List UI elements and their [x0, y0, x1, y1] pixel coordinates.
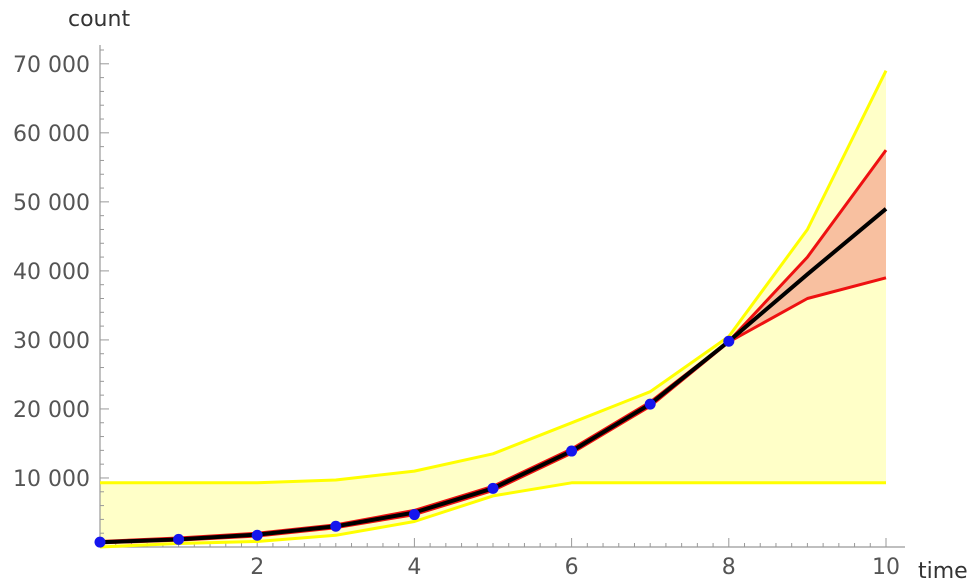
- data-point: [173, 533, 185, 545]
- axes: [99, 45, 905, 548]
- data-point: [330, 520, 342, 532]
- y-tick-label: 50 000: [13, 191, 90, 216]
- y-axis-label: count: [68, 7, 130, 32]
- band-fills: [100, 70, 886, 547]
- y-tick-label: 20 000: [13, 398, 90, 423]
- data-point: [251, 529, 263, 541]
- y-tick-label: 70 000: [13, 53, 90, 78]
- x-tick-label: 6: [565, 555, 579, 580]
- y-tick-label: 60 000: [13, 122, 90, 147]
- data-point: [566, 445, 578, 457]
- data-point: [487, 482, 499, 494]
- data-points: [94, 335, 735, 548]
- y-tick-label: 40 000: [13, 260, 90, 285]
- y-tick-label: 10 000: [13, 467, 90, 492]
- y-tick-label: 30 000: [13, 329, 90, 354]
- x-axis-label: time: [918, 559, 968, 582]
- data-point: [644, 398, 656, 410]
- x-tick-label: 2: [250, 555, 264, 580]
- tick-labels: 2 4 6 8 10 10 000 20 000 30 000 40 000 50 000 60 0…: [13, 53, 900, 580]
- yellow-band-lower-line: [99, 481, 886, 549]
- data-point: [408, 509, 420, 521]
- x-tick-label: 4: [407, 555, 421, 580]
- data-point: [94, 536, 106, 548]
- data-point: [723, 335, 735, 347]
- x-tick-label: 8: [722, 555, 736, 580]
- yellow-band-upper-line: [100, 70, 888, 485]
- yellow-band-area: [100, 70, 886, 547]
- x-tick-label: 10: [872, 555, 900, 580]
